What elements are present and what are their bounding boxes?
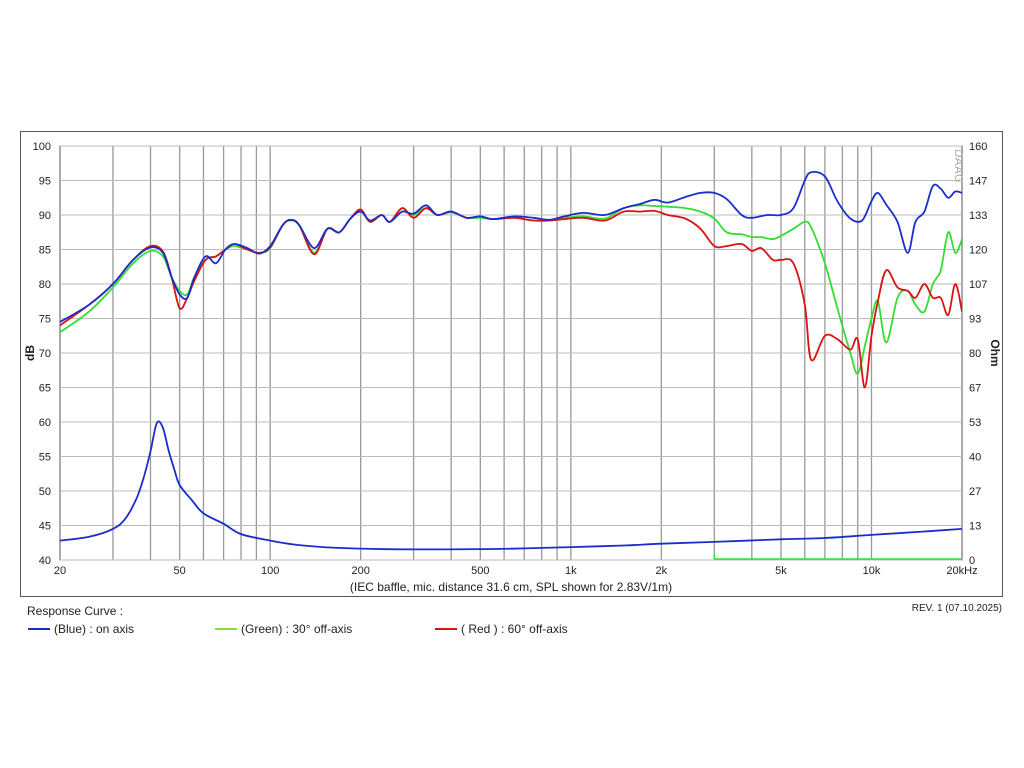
x-tick-label: 100 [261, 565, 279, 577]
legend-item-green: (Green) : 30° off-axis [215, 622, 352, 636]
legend-swatch-blue [28, 628, 50, 630]
x-tick-label: 500 [471, 565, 489, 577]
y2-tick-label: 93 [969, 314, 981, 326]
x-axis-label: (IEC baffle, mic. distance 31.6 cm, SPL … [350, 580, 672, 594]
y2-tick-label: 40 [969, 452, 981, 464]
y-axis-label: dB [23, 345, 37, 361]
y2-tick-label: 160 [969, 141, 987, 153]
y-tick-label: 40 [39, 555, 51, 567]
response-curve-blue [60, 170, 962, 323]
impedance-curve [60, 420, 962, 551]
x-tick-label: 5k [775, 565, 787, 577]
y-tick-label: 100 [33, 141, 51, 153]
y-tick-label: 55 [39, 452, 51, 464]
legend-item-red: ( Red ) : 60° off-axis [435, 622, 568, 636]
y-tick-label: 85 [39, 245, 51, 257]
y-tick-label: 45 [39, 521, 51, 533]
legend-label-blue: (Blue) : on axis [54, 622, 135, 636]
x-tick-label: 1k [565, 565, 577, 577]
y-tick-label: 95 [39, 176, 51, 188]
y2-tick-label: 147 [969, 176, 987, 188]
chart-frame: 100 95 90 85 80 75 70 65 60 55 50 45 40 160 147 133 120 1… [20, 131, 1003, 597]
legend-title: Response Curve : [27, 604, 124, 618]
x-tick-label: 200 [351, 565, 369, 577]
y-tick-label: 50 [39, 486, 51, 498]
legend-label-green: (Green) : 30° off-axis [241, 622, 353, 636]
y-tick-label: 90 [39, 210, 51, 222]
watermark: DAAG [952, 149, 965, 183]
y2-tick-label: 133 [969, 210, 987, 222]
x-tick-label: 50 [174, 565, 186, 577]
y2-axis-label: Ohm [988, 339, 1002, 366]
y-tick-label: 75 [39, 314, 51, 326]
legend-swatch-green [215, 628, 237, 630]
y2-tick-label: 0 [969, 555, 975, 567]
y-tick-label: 70 [39, 348, 51, 360]
y2-tick-label: 67 [969, 383, 981, 395]
y2-tick-label: 13 [969, 521, 981, 533]
frequency-response-chart: 100 95 90 85 80 75 70 65 60 55 50 45 40 160 147 133 120 1… [23, 141, 1002, 594]
x-tick-label: 10k [863, 565, 881, 577]
y-tick-label: 60 [39, 417, 51, 429]
y-tick-label: 65 [39, 383, 51, 395]
legend-item-blue: (Blue) : on axis [28, 622, 134, 636]
y2-tick-label: 120 [969, 245, 987, 257]
y2-tick-label: 27 [969, 486, 981, 498]
y-tick-label: 80 [39, 279, 51, 291]
x-tick-label: 2k [656, 565, 668, 577]
y2-tick-label: 53 [969, 417, 981, 429]
legend-label-red: ( Red ) : 60° off-axis [461, 622, 568, 636]
revision-label: REV. 1 (07.10.2025) [911, 603, 1002, 614]
x-tick-label: 20kHz [946, 565, 977, 577]
y2-tick-label: 80 [969, 348, 981, 360]
x-tick-label: 20 [54, 565, 66, 577]
legend-swatch-red [435, 628, 457, 630]
y2-tick-label: 107 [969, 279, 987, 291]
